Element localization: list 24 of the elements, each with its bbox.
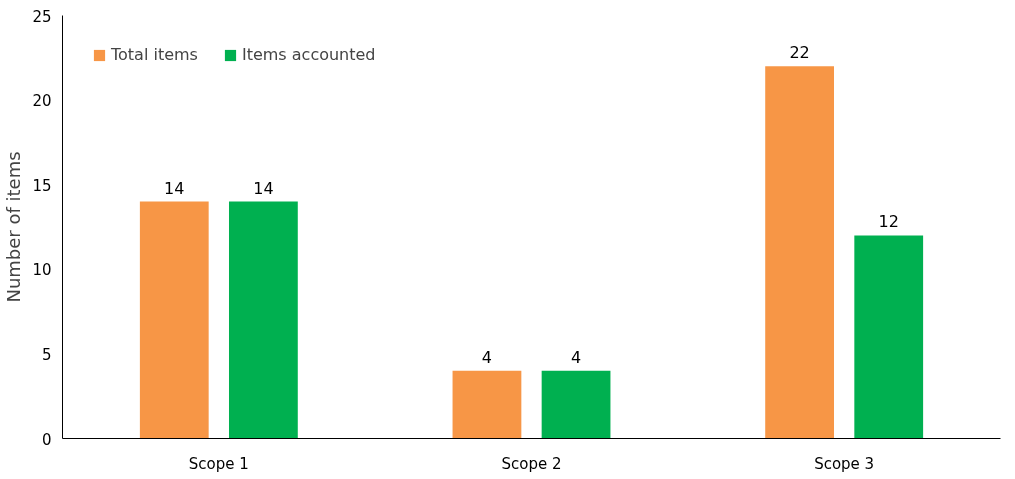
y-tick-label: 0 [41,430,52,449]
data-label: 4 [570,347,582,367]
bar [139,201,209,439]
data-label: 14 [253,178,274,198]
data-label: 22 [789,43,810,63]
x-tick-label: Scope 1 [188,454,249,473]
y-tick-label: 15 [32,176,52,195]
y-tick-label: 5 [41,345,52,364]
data-label: 12 [878,212,899,232]
x-tick-label: Scope 3 [814,454,875,473]
x-tick-label: Scope 2 [501,454,562,473]
bar [765,66,835,439]
y-tick-label: 20 [32,92,52,111]
data-label: 14 [164,178,185,198]
bar [541,370,611,439]
bar [452,370,522,439]
y-tick-label: 25 [32,7,52,26]
legend-label: Total items [111,45,198,64]
y-tick-label: 10 [32,261,52,280]
data-label: 4 [481,347,493,367]
legend-label: Items accounted [241,45,376,64]
bar [228,201,298,439]
bar [854,235,924,439]
y-axis-title: Number of items [3,151,25,303]
